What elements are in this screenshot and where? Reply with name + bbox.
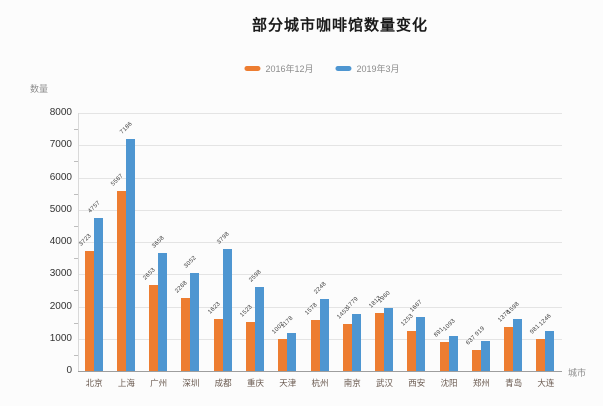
bar-value-label: 2268 (174, 279, 190, 295)
bar-2019年3月 (545, 330, 555, 371)
bar-2016年12月 (439, 342, 449, 371)
bar-value-label: 2653 (142, 267, 158, 283)
x-tick-label: 沈阳 (440, 378, 458, 388)
x-tick-label: 广州 (150, 378, 168, 388)
bar-value-label: 4757 (86, 199, 102, 215)
bar-2019年3月 (513, 319, 523, 371)
legend-item-2019: 2019年3月 (335, 62, 400, 75)
bar-value-label: 3723 (77, 232, 93, 248)
gridline (78, 274, 562, 276)
bar-value-label: 1623 (207, 300, 222, 316)
x-tick-label: 西安 (408, 378, 426, 388)
y-tick-label: 8000 (49, 107, 72, 118)
bar-2016年12月 (504, 326, 514, 371)
y-minor-tick (74, 258, 78, 260)
bar-value-label: 1960 (377, 289, 392, 305)
y-tick-label: 2000 (49, 300, 72, 312)
x-tick-label: 杭州 (311, 378, 329, 388)
legend-swatch-2016 (244, 66, 261, 71)
x-tick-label: 天津 (279, 378, 297, 388)
y-tick-label: 1000 (49, 332, 72, 344)
bar-2016年12月 (310, 320, 320, 371)
x-tick-label: 成都 (214, 378, 232, 388)
bar-2019年3月 (93, 217, 103, 371)
x-tick-label: 武汉 (376, 378, 394, 388)
bar-2019年3月 (416, 317, 426, 371)
bar-value-label: 1578 (303, 302, 319, 317)
bar-2019年3月 (125, 139, 135, 371)
gridline (78, 242, 562, 243)
bar-2019年3月 (480, 341, 490, 371)
bar-2016年12月 (278, 338, 288, 371)
bar-2016年12月 (213, 318, 223, 371)
bar-2016年12月 (116, 191, 126, 371)
y-axis-line (78, 113, 79, 371)
bar-2016年12月 (84, 250, 94, 371)
bar-2019年3月 (190, 272, 200, 371)
y-tick-label: 0 (66, 365, 72, 376)
legend-item-2016: 2016年12月 (244, 62, 314, 75)
gridline (78, 145, 562, 147)
bar-2019年3月 (351, 313, 361, 371)
y-minor-tick (74, 193, 78, 195)
bar-value-label: 1246 (538, 312, 554, 328)
bar-2019年3月 (222, 248, 232, 371)
legend: 2016年12月 2019年3月 (244, 62, 400, 75)
x-tick-label: 北京 (85, 378, 103, 388)
x-tick-label: 深圳 (182, 378, 200, 388)
x-tick-label: 郑州 (472, 378, 490, 388)
bar-2016年12月 (342, 324, 352, 371)
y-tick-label: 6000 (49, 171, 72, 183)
bar-2016年12月 (375, 312, 385, 371)
legend-swatch-2019 (335, 66, 352, 71)
bar-2016年12月 (536, 339, 546, 371)
x-axis-baseline (78, 371, 562, 372)
bar-value-label: 2248 (312, 280, 328, 296)
bar-2019年3月 (287, 333, 297, 371)
x-tick-label: 大连 (537, 378, 555, 388)
y-tick-label: 5000 (49, 203, 72, 215)
bar-2016年12月 (181, 297, 191, 371)
chart-title: 部分城市咖啡馆数量变化 (251, 17, 429, 34)
bar-2019年3月 (254, 287, 264, 371)
gridline (78, 113, 562, 114)
bar-2016年12月 (407, 330, 417, 371)
bar-value-label: 1178 (280, 315, 295, 330)
y-minor-tick (74, 225, 78, 227)
gridline (78, 209, 562, 211)
bar-value-label: 7186 (119, 121, 134, 136)
bar-value-label: 637 (465, 335, 478, 348)
bar-2016年12月 (245, 321, 255, 371)
y-minor-tick (74, 290, 78, 292)
gridline (78, 177, 562, 179)
y-tick-label: 4000 (49, 236, 72, 247)
legend-label-2016: 2016年12月 (265, 64, 314, 74)
bar-2016年12月 (149, 285, 159, 371)
y-minor-tick (74, 354, 78, 356)
bar-value-label: 1779 (345, 295, 360, 311)
bar-2019年3月 (158, 253, 168, 371)
y-axis-title: 数量 (30, 84, 49, 94)
x-tick-label: 青岛 (505, 378, 523, 388)
x-tick-label: 重庆 (246, 378, 264, 388)
x-tick-label: 南京 (343, 378, 361, 388)
y-minor-tick (74, 129, 78, 131)
bar-value-label: 3052 (183, 254, 199, 270)
bar-2019年3月 (448, 335, 458, 371)
legend-label-2019: 2019年3月 (356, 64, 400, 74)
y-minor-tick (74, 322, 78, 324)
bar-2016年12月 (471, 350, 481, 371)
bar-value-label: 2598 (248, 269, 263, 284)
y-tick-label: 3000 (49, 268, 72, 280)
x-axis-title: 城市 (568, 368, 587, 378)
bar-value-label: 5567 (110, 173, 125, 189)
bar-value-label: 3658 (151, 235, 167, 250)
y-tick-label: 7000 (49, 139, 72, 151)
x-tick-label: 上海 (117, 378, 135, 388)
bar-value-label: 3798 (216, 230, 231, 246)
y-minor-tick (74, 161, 78, 163)
bar-2019年3月 (384, 307, 394, 371)
bar-2019年3月 (319, 298, 329, 371)
